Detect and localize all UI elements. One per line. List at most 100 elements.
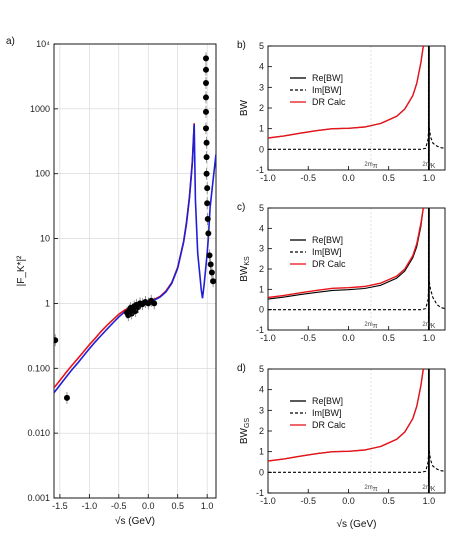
panel-a-label: a) — [6, 36, 15, 47]
panel-a-ytick-label: 0.100 — [27, 363, 50, 373]
panel-c-ytick-label: 3 — [259, 244, 264, 254]
panel-d-label: d) — [237, 363, 246, 374]
panel-a-data-point — [203, 170, 210, 177]
panel-d-xtick-label: -1.0 — [260, 496, 276, 506]
panel-b-ytick-label: 1 — [259, 124, 264, 134]
panel-b-ytick-label: 2 — [259, 103, 264, 113]
panel-a-xtick-label: -1.5 — [52, 501, 68, 511]
panel-c: -1 0 1 2 3 4 5 -1.0 -0.5 0.0 0.5 1.0 c) Re[BW] Im[BW] D… — [237, 202, 446, 343]
panel-a-ytick-label: 0.001 — [27, 493, 50, 503]
panel-a-xlabel: √s (GeV) — [115, 515, 155, 527]
panel-d-ylabel: BWGS — [239, 418, 251, 445]
panel-c-xtick-label: -0.5 — [300, 333, 316, 343]
panel-d-xtick-label: -0.5 — [300, 496, 316, 506]
panel-a-data-point — [202, 55, 209, 62]
panel-b-ytick-label: 0 — [259, 144, 264, 154]
panel-a-ytick-label: 1 — [45, 298, 50, 308]
panel-b-legend-entry: Im[BW] — [312, 85, 342, 95]
panel-b-xtick-label: 0.5 — [382, 173, 395, 183]
panel-c-xtick-label: -1.0 — [260, 333, 276, 343]
panel-b-xtick-label: -0.5 — [300, 173, 316, 183]
panel-b-annotation-2mk: 2mK — [422, 162, 435, 170]
panel-b-ylabel: BW — [239, 99, 250, 116]
panel-a-data-point — [207, 261, 214, 268]
panel-c-ytick-label: 0 — [259, 305, 264, 315]
panel-c-annotation-2mk: 2mK — [422, 322, 435, 330]
panel-c-ytick-label: 2 — [259, 264, 264, 274]
panel-a-data-point — [151, 300, 158, 307]
panel-a-data-point — [202, 108, 209, 115]
panel-c-legend-entry: Re[BW] — [312, 235, 343, 245]
panel-b-xtick-label: 1.0 — [423, 173, 436, 183]
panel-a-data-point — [204, 200, 211, 207]
panel-a-data-point — [132, 308, 139, 315]
panel-d-legend-entry: Im[BW] — [312, 408, 342, 418]
panel-d-series-2-line — [268, 369, 425, 462]
panel-c-ytick-label: 4 — [259, 223, 264, 233]
panel-a-xtick-label: 0.5 — [171, 501, 184, 511]
panel-d-ytick-label: 3 — [259, 405, 264, 415]
panel-c-annotation-2mpi: 2mπ — [364, 322, 377, 330]
panel-a-ytick-label: 0.010 — [27, 428, 50, 438]
panel-d-legend-entry: Re[BW] — [312, 396, 343, 406]
panel-d-plot-area — [268, 369, 445, 493]
panel-c-xtick-label: 0.0 — [342, 333, 355, 343]
panel-d-ytick-label: 0 — [259, 467, 264, 477]
panel-d-legend-entry: DR Calc — [312, 420, 346, 430]
panel-a-xtick-label: 0.0 — [142, 501, 155, 511]
panel-a-data-point — [204, 185, 211, 192]
panel-d-annotation-2mpi: 2mπ — [364, 485, 377, 493]
panel-d-xtick-label: 1.0 — [423, 496, 436, 506]
panel-a-ytick-label: 100 — [35, 169, 50, 179]
panel-d-ytick-label: 1 — [259, 447, 264, 457]
panel-a-ytick-label: 10 — [40, 234, 50, 244]
panel-a-data-point — [202, 94, 209, 101]
panel-c-ytick-label: 5 — [259, 203, 264, 213]
panel-b-ytick-label: -1 — [256, 165, 264, 175]
panel-b-ytick-label: 4 — [259, 62, 264, 72]
panel-b-xtick-label: -1.0 — [260, 173, 276, 183]
panel-a-series-1-line — [54, 124, 216, 394]
panel-a-data-point — [202, 66, 209, 73]
panel-b-legend-entry: DR Calc — [312, 97, 346, 107]
panel-a-xtick-label: 1.0 — [201, 501, 214, 511]
panel-d-xlabel: √s (GeV) — [337, 518, 377, 530]
panel-a-ytick-label: 10⁴ — [36, 39, 50, 49]
panel-a-data-point — [205, 230, 212, 237]
panel-c-xtick-label: 1.0 — [423, 333, 436, 343]
panel-a-xtick-label: -0.5 — [111, 501, 127, 511]
panel-d-annotation-2mk: 2mK — [422, 485, 435, 493]
panel-b: -1 0 1 2 3 4 5 -1.0 -0.5 0.0 0.5 1.0 b) Re[BW] Im[BW] D… — [237, 40, 446, 183]
panel-a-data-point — [202, 125, 209, 132]
panel-a-data-point — [54, 337, 59, 344]
panel-d: -1 0 1 2 3 4 5 -1.0 -0.5 0.0 0.5 1.0 d) √s (GeV) Re[BW… — [237, 363, 446, 530]
panel-d-ytick-label: 4 — [259, 385, 264, 395]
panel-b-legend-entry: Re[BW] — [312, 73, 343, 83]
panel-d-ytick-label: 2 — [259, 426, 264, 436]
panel-d-ytick-label: -1 — [256, 488, 264, 498]
panel-d-ytick-label: 5 — [259, 364, 264, 374]
panel-a-ylabel: |F_K*|² — [16, 255, 27, 286]
panel-b-label: b) — [237, 40, 246, 51]
panel-a-data-point — [202, 80, 209, 87]
panel-c-ytick-label: -1 — [256, 325, 264, 335]
panel-a-data-point — [208, 269, 215, 276]
panel-a-data-point — [203, 139, 210, 146]
panel-a-data-point — [204, 216, 211, 223]
panel-a-ytick-label: 1000 — [30, 104, 50, 114]
panel-a-plot-area — [54, 52, 216, 404]
panel-a-data-point — [206, 252, 213, 259]
panel-c-legend-entry: Im[BW] — [312, 247, 342, 257]
panel-b-annotation-2mpi: 2mπ — [364, 162, 377, 170]
panel-c-plot-area — [268, 208, 445, 330]
panel-b-series-2-line — [268, 46, 425, 139]
panel-b-ytick-label: 5 — [259, 41, 264, 51]
panel-c-ylabel: BWKS — [239, 256, 251, 282]
panel-a-data-point — [63, 394, 70, 401]
panel-c-ytick-label: 1 — [259, 284, 264, 294]
panel-c-label: c) — [237, 202, 245, 213]
panel-c-series-2-line — [268, 208, 425, 299]
panel-a: 0.001 0.010 0.100 1 10 100 1000 10⁴ -1.5 -1.0 -0.5… — [6, 36, 217, 527]
